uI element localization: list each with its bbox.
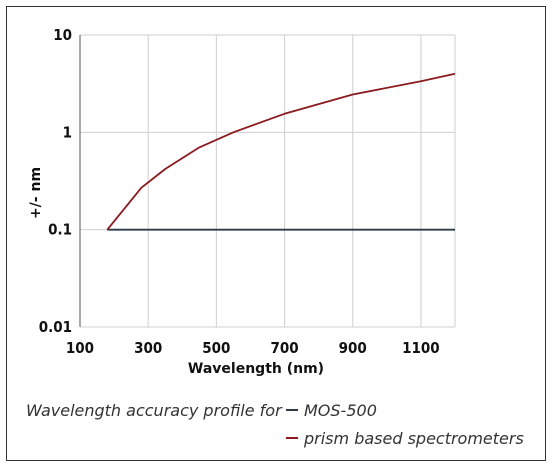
caption: Wavelength accuracy profile for MOS-500 …: [26, 401, 524, 448]
caption-prefix: Wavelength accuracy profile for: [26, 401, 283, 420]
x-tick-label: 300: [134, 339, 162, 357]
series-line-prism: [106, 72, 456, 231]
legend-item-mos-500: MOS-500: [286, 401, 377, 420]
x-tick-label: 500: [202, 339, 230, 357]
x-tick-label: 900: [339, 339, 367, 357]
legend-label-prism: prism based spectrometers: [303, 429, 524, 448]
series-group: [106, 72, 456, 231]
legend-item-prism: prism based spectrometers: [286, 429, 524, 448]
y-tick-label: 1: [63, 123, 72, 141]
y-tick-label: 0.01: [39, 318, 72, 336]
y-tick-label: 0.1: [48, 221, 72, 239]
legend-label-mos-500: MOS-500: [304, 401, 377, 420]
x-tick-label: 700: [270, 339, 298, 357]
x-tick-label: 100: [66, 339, 94, 357]
grid: [79, 34, 456, 328]
x-tick-label: 1100: [402, 339, 440, 357]
x-axis-label: Wavelength (nm): [188, 361, 324, 377]
figure-frame: [6, 6, 546, 461]
y-tick-label: 10: [53, 26, 72, 44]
y-axis-label: +/- nm: [28, 167, 44, 219]
tick-labels: 100 300 500 700 900 1100 0.01 0.1 1 10: [39, 26, 440, 357]
